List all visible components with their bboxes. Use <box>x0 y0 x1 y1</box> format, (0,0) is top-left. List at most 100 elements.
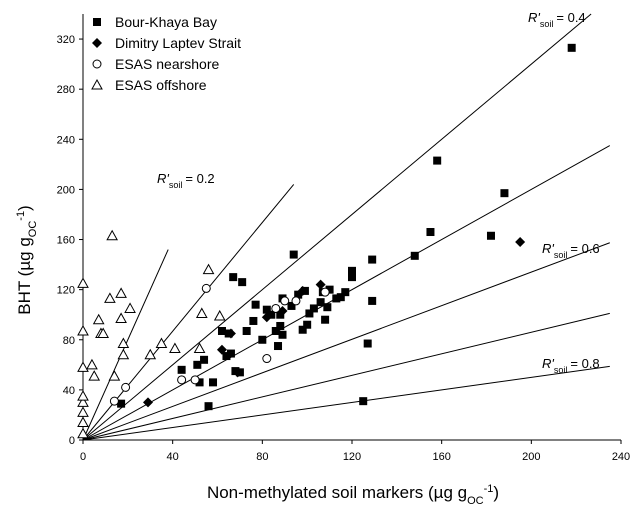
data-point <box>410 251 419 260</box>
data-point <box>115 312 127 323</box>
data-point <box>368 255 377 264</box>
data-point <box>433 156 442 165</box>
data-point <box>77 361 89 372</box>
data-point <box>515 237 526 248</box>
data-point <box>77 416 89 427</box>
data-point <box>92 313 105 325</box>
data-point <box>109 396 119 406</box>
data-point <box>332 294 341 303</box>
x-tick-label: 200 <box>522 451 540 463</box>
data-point <box>195 307 208 318</box>
y-tick-label: 280 <box>57 84 75 96</box>
data-point <box>262 305 271 314</box>
data-point <box>143 397 154 408</box>
y-tick-label: 0 <box>69 435 75 447</box>
data-point <box>325 285 334 294</box>
data-point <box>117 399 126 408</box>
data-point <box>77 427 89 439</box>
data-point <box>86 358 98 370</box>
data-point <box>108 370 121 381</box>
data-point <box>88 370 101 381</box>
x-tick-label: 120 <box>343 451 361 463</box>
data-point <box>336 293 345 302</box>
data-point <box>316 298 325 307</box>
legend-marker <box>93 18 101 26</box>
data-point <box>77 406 89 417</box>
data-point <box>216 344 227 355</box>
legend-marker <box>92 59 102 69</box>
data-point <box>117 337 130 349</box>
data-point <box>77 396 89 407</box>
data-point <box>226 349 235 358</box>
data-point <box>294 290 303 299</box>
data-point <box>204 402 213 411</box>
y-tick-label: 80 <box>63 335 75 347</box>
data-point <box>106 229 118 241</box>
data-point <box>193 342 206 354</box>
data-point <box>121 382 131 392</box>
data-point <box>267 310 276 319</box>
data-point <box>271 303 281 313</box>
x-tick-label: 40 <box>167 451 179 463</box>
legend: Bour-Khaya Bay Dimitry Laptev Strait ESAS … <box>91 14 241 93</box>
legend-label: Dimitry Laptev Strait <box>115 35 241 51</box>
data-point <box>348 273 356 282</box>
data-point <box>144 348 157 360</box>
legend-marker <box>91 78 103 90</box>
x-tick-label: 240 <box>612 451 630 463</box>
data-point <box>287 301 296 310</box>
data-point <box>278 330 287 339</box>
legend-label: ESAS offshore <box>115 77 207 93</box>
reference-line-label: R'soil = 0.6 <box>542 241 600 260</box>
data-point <box>117 348 130 360</box>
axes: 0 40 80 120 160 200 240 0 40 80 120 160 200 240 280 320 <box>57 14 630 463</box>
y-tick-label: 160 <box>57 235 75 247</box>
x-axis-title: Non-methylated soil markers (µg gOC-1) <box>207 483 499 506</box>
y-axis-title: BHT (µg gOC-1) <box>15 205 39 314</box>
data-point <box>213 309 226 321</box>
data-point <box>200 355 209 364</box>
data-point <box>222 352 231 361</box>
data-point <box>303 320 312 329</box>
data-point <box>320 287 330 297</box>
data-point <box>115 287 127 298</box>
reference-line-label: R'soil = 0.4 <box>528 10 586 29</box>
reference-line <box>82 184 295 441</box>
legend-marker <box>92 38 102 48</box>
data-point <box>567 43 576 52</box>
data-point <box>321 315 330 324</box>
data-point <box>276 310 285 319</box>
data-point <box>229 273 238 282</box>
data-point <box>262 354 272 364</box>
data-point <box>209 378 218 387</box>
data-point <box>169 342 181 354</box>
data-points <box>77 43 576 439</box>
data-point <box>348 266 356 275</box>
data-point <box>368 296 377 305</box>
data-point <box>238 278 247 287</box>
data-point <box>261 312 272 323</box>
data-point <box>177 365 186 374</box>
data-point <box>155 337 168 349</box>
data-point <box>202 263 215 275</box>
data-point <box>323 303 332 312</box>
data-point <box>77 324 89 336</box>
data-point <box>341 288 350 297</box>
data-point <box>97 327 110 338</box>
reference-line <box>82 242 610 441</box>
data-point <box>309 304 318 313</box>
data-point <box>486 231 495 240</box>
data-point <box>190 375 200 385</box>
legend-label: Bour-Khaya Bay <box>115 14 217 30</box>
data-point <box>298 325 307 334</box>
data-point <box>359 397 368 406</box>
data-point <box>201 283 211 293</box>
data-point <box>305 309 314 318</box>
x-tick-label: 80 <box>256 451 268 463</box>
x-tick-label: 0 <box>80 451 86 463</box>
reference-lines <box>82 13 611 441</box>
data-point <box>289 250 298 259</box>
reference-line <box>82 13 592 441</box>
data-point <box>217 326 226 335</box>
